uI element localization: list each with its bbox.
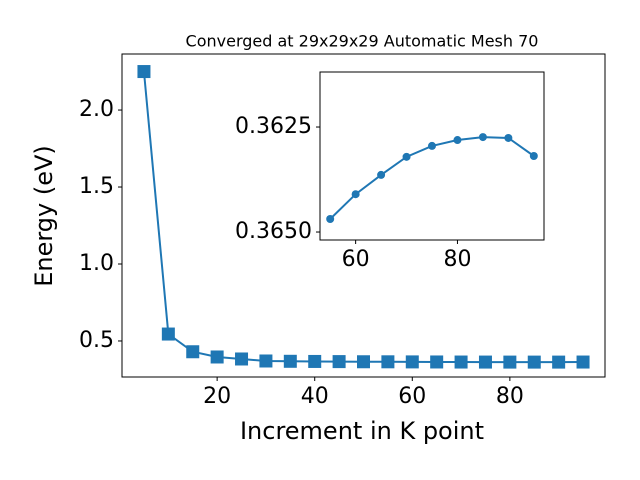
point-marker [259, 354, 273, 368]
point-marker [478, 133, 487, 142]
point-marker [503, 355, 517, 369]
point-marker [381, 355, 395, 369]
plot-area [319, 71, 545, 241]
y-tick-label: 0.3650 [235, 219, 312, 244]
x-tick-label: 60 [398, 384, 426, 409]
point-marker [332, 355, 346, 369]
point-marker [326, 215, 335, 223]
y-tick-label: 1.0 [79, 251, 114, 276]
x-axis-label: Increment in K point [240, 417, 484, 445]
point-marker [504, 133, 513, 142]
point-marker [377, 170, 386, 179]
y-tick-label: 1.5 [79, 174, 114, 199]
point-marker [430, 355, 444, 369]
point-marker [351, 190, 360, 199]
x-tick-label: 80 [496, 384, 524, 409]
y-tick-label: 2.0 [79, 97, 114, 122]
point-marker [527, 355, 541, 369]
x-tick-label: 60 [342, 247, 370, 272]
point-marker [552, 355, 566, 369]
point-marker [529, 152, 538, 160]
point-marker [357, 355, 370, 369]
x-tick-label: 40 [301, 384, 329, 409]
x-tick-label: 80 [443, 247, 471, 272]
point-marker [405, 355, 419, 369]
point-marker [402, 152, 411, 161]
point-marker [235, 352, 249, 366]
point-marker [161, 327, 175, 341]
x-tick-label: 20 [203, 384, 231, 409]
y-tick-label: 0.5 [79, 328, 114, 353]
point-marker [210, 350, 224, 364]
point-marker [137, 65, 151, 79]
y-axis-label: Energy (eV) [30, 145, 58, 287]
point-marker [454, 355, 468, 369]
chart-title: Converged at 29x29x29 Automatic Mesh 70 [186, 32, 539, 51]
point-marker [428, 141, 436, 150]
point-marker [308, 354, 322, 368]
point-marker [576, 355, 590, 369]
y-tick-label: 0.3625 [235, 114, 312, 139]
point-marker [186, 345, 200, 359]
point-marker [478, 355, 492, 369]
point-marker [283, 354, 297, 368]
point-marker [453, 136, 462, 145]
